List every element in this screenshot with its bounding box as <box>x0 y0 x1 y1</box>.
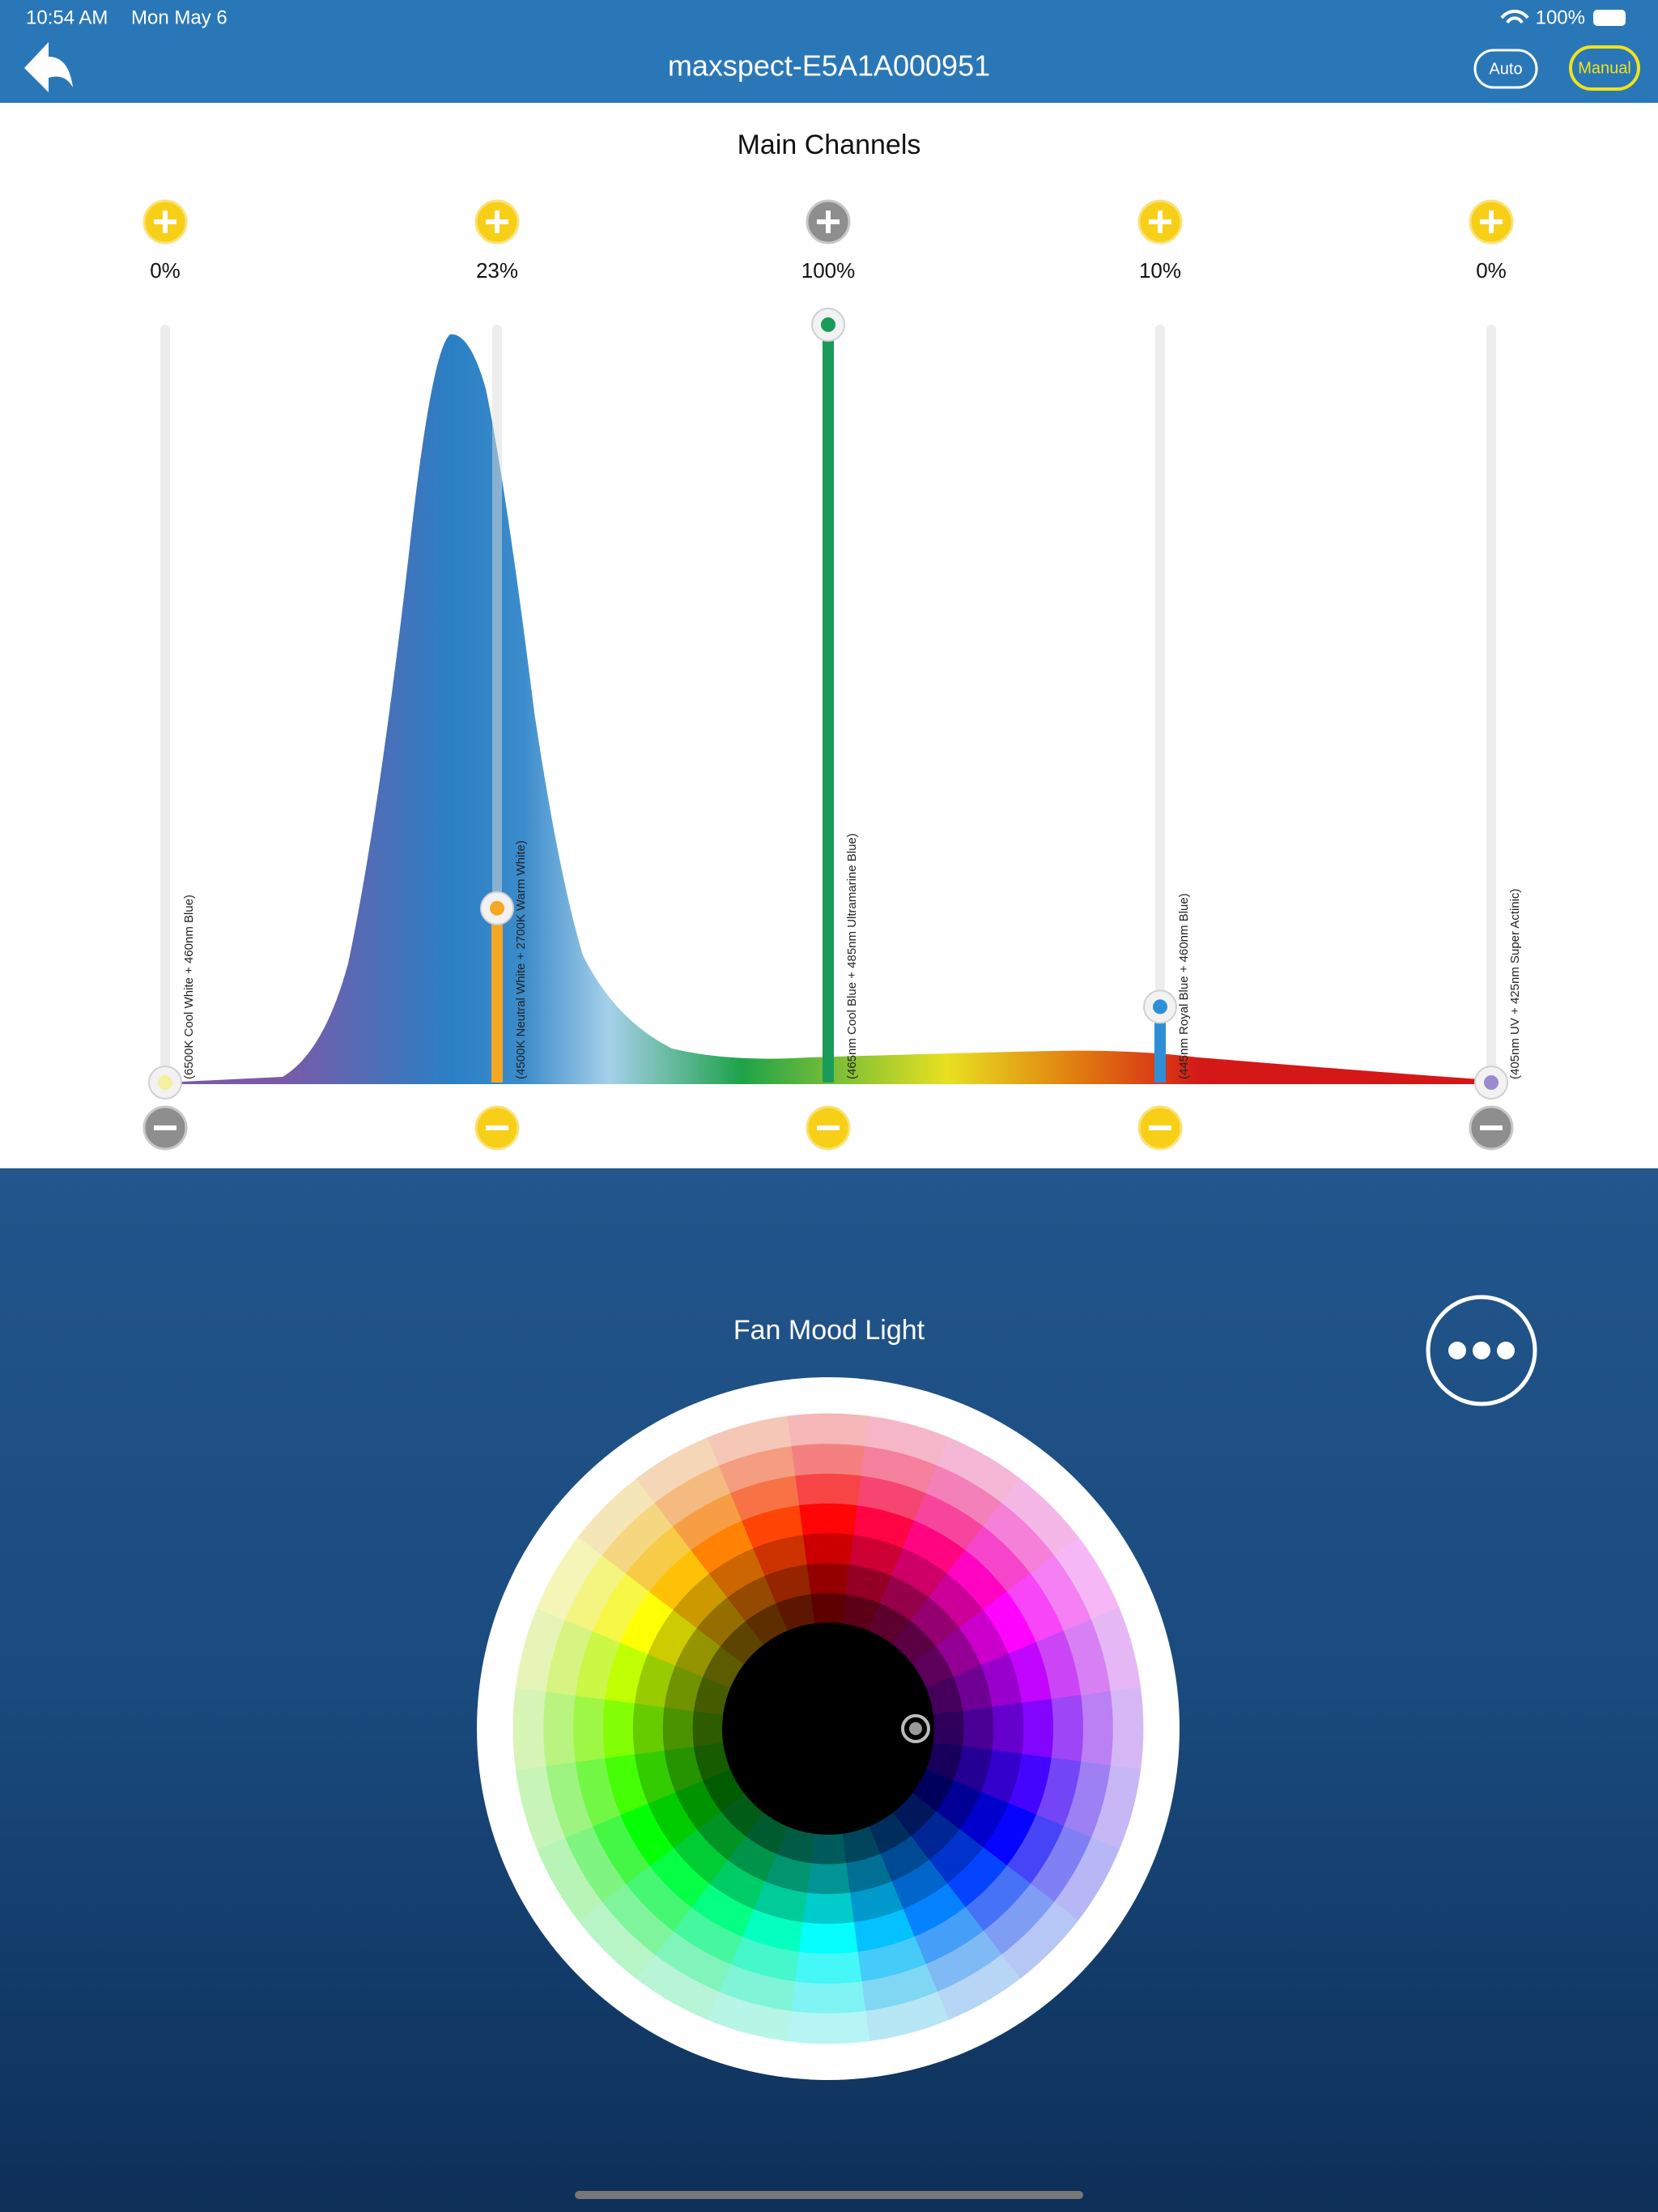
minus-button-bar <box>1149 1125 1171 1130</box>
slider-track <box>160 325 170 1083</box>
wheel-cell <box>794 1951 862 1984</box>
status-battery: 100% <box>1536 6 1585 28</box>
slider-track <box>1155 325 1165 1083</box>
plus-button-bar <box>495 211 500 233</box>
channel-name: (405nm UV + 425nm Super Actinic) <box>1508 888 1522 1079</box>
channel-name: (4500K Neutral White + 2700K Warm White) <box>514 840 528 1079</box>
slider-knob-dot <box>1153 999 1167 1015</box>
wheel-cell <box>992 1703 1024 1755</box>
minus-button-bar <box>1480 1125 1503 1130</box>
wheel-cell <box>572 1695 606 1763</box>
wheel-picker-dot <box>909 1722 922 1735</box>
wheel-cell <box>802 1892 854 1925</box>
wheel-cell <box>810 1833 847 1865</box>
plus-button-bar <box>826 211 831 233</box>
channel-percent: 23% <box>476 258 518 283</box>
wheel-cell <box>691 1710 724 1747</box>
wheel-picker[interactable] <box>901 1714 930 1743</box>
status-time: 10:54 AM <box>26 6 108 28</box>
wheel-cell <box>806 1862 851 1895</box>
wheel-cell <box>512 1687 546 1771</box>
more-dot <box>1448 1342 1466 1359</box>
wheel-cell <box>794 1473 862 1506</box>
wifi-icon <box>1500 10 1529 24</box>
more-dot <box>1497 1342 1515 1359</box>
wheel-cell <box>802 1533 854 1565</box>
wheel-cell <box>798 1922 858 1955</box>
more-button[interactable] <box>1426 1295 1537 1406</box>
status-date: Mon May 6 <box>131 6 227 28</box>
wheel-cell <box>810 1592 847 1624</box>
manual-button[interactable] <box>1569 45 1640 91</box>
slider-fill <box>491 908 503 1083</box>
plus-button-bar <box>1158 211 1163 233</box>
battery-icon <box>1593 10 1626 26</box>
channel-percent: 100% <box>801 258 856 283</box>
device-title: maxspect-E5A1A000951 <box>668 49 990 83</box>
wheel-cell <box>1051 1695 1084 1763</box>
slider-knob-dot <box>158 1075 172 1090</box>
minus-button-bar <box>486 1125 508 1130</box>
color-wheel[interactable] <box>512 1413 1144 2044</box>
wheel-cell <box>632 1703 665 1755</box>
slider-knob-dot <box>490 900 504 916</box>
channel-name: (465nm Cool Blue + 485nm Ultramarine Blu… <box>845 833 859 1079</box>
more-dot <box>1473 1342 1490 1359</box>
mood-title: Fan Mood Light <box>733 1315 925 1346</box>
auto-label: Auto <box>1489 60 1522 78</box>
wheel-cell <box>1022 1699 1054 1759</box>
slider-track <box>1486 325 1496 1083</box>
wheel-cell <box>602 1699 635 1759</box>
minus-button-bar <box>154 1125 176 1130</box>
minus-button-bar <box>817 1125 840 1130</box>
wheel-center <box>722 1623 934 1835</box>
wheel-cell <box>786 2010 870 2044</box>
wheel-cell <box>933 1710 965 1747</box>
channels: 0% (6500K Cool White + 460nm Blue) 23% (450… <box>142 199 1522 1151</box>
wheel-cell <box>806 1562 851 1595</box>
wheel-cell <box>1110 1687 1144 1771</box>
wheel-cell <box>661 1706 695 1751</box>
wheel-cell <box>962 1706 995 1751</box>
wheel-cell <box>1081 1691 1114 1767</box>
wheel-cell <box>542 1691 576 1767</box>
wheel-cell <box>790 1981 866 2014</box>
channel-name: (6500K Cool White + 460nm Blue) <box>182 895 196 1079</box>
wheel-cell <box>786 1413 870 1447</box>
slider-knob-dot <box>1484 1075 1499 1090</box>
channel-name: (445nm Royal Blue + 460nm Blue) <box>1177 893 1191 1079</box>
plus-button-bar <box>163 211 168 233</box>
back-button[interactable] <box>24 42 73 92</box>
wheel-cell <box>707 1415 792 1466</box>
wheel-cell <box>798 1503 858 1535</box>
channel-percent: 0% <box>1476 258 1507 283</box>
auto-button[interactable] <box>1473 49 1538 89</box>
slider-fill <box>1154 1006 1166 1083</box>
section-title: Main Channels <box>738 130 921 160</box>
channel-percent: 10% <box>1139 258 1181 283</box>
slider-fill <box>823 325 834 1083</box>
manual-label: Manual <box>1578 59 1631 77</box>
wheel-cell <box>790 1443 866 1476</box>
channel-percent: 0% <box>150 258 181 283</box>
slider-knob-dot <box>821 317 835 332</box>
plus-button-bar <box>1489 211 1494 233</box>
header-bar <box>0 0 1658 103</box>
home-indicator <box>575 2191 1083 2199</box>
